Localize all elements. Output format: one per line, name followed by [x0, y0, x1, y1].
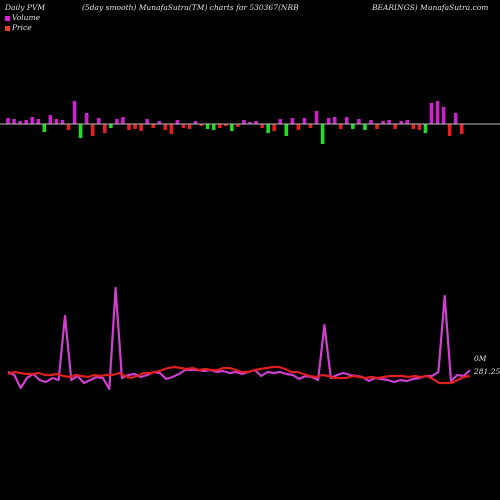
volume-bar: [103, 124, 107, 133]
volume-bar: [6, 118, 10, 124]
volume-bar: [393, 124, 397, 129]
legend-volume: Volume: [5, 13, 40, 22]
volume-bar: [84, 113, 89, 124]
volume-bar: [411, 124, 416, 129]
volume-bar: [387, 120, 391, 124]
volume-bar: [224, 124, 228, 126]
volume-bar: [205, 124, 210, 129]
volume-bar: [429, 103, 434, 124]
volume-bar: [187, 124, 192, 129]
volume-bar: [175, 120, 180, 124]
volume-bar: [163, 124, 168, 130]
volume-line: [7, 286, 471, 391]
volume-bar: [357, 119, 361, 124]
volume-bar: [181, 124, 186, 128]
volume-bar: [18, 121, 22, 124]
volume-bar: [217, 124, 222, 128]
volume-axis-label: 0M: [474, 354, 487, 363]
volume-bar: [272, 124, 276, 131]
volume-bar: [72, 101, 77, 124]
volume-bar: [453, 113, 458, 124]
volume-bar: [290, 118, 295, 124]
volume-bar: [381, 121, 385, 124]
volume-bar: [278, 119, 283, 124]
volume-swatch-icon: [5, 15, 10, 21]
volume-bar: [36, 119, 41, 124]
volume-bar: [60, 120, 65, 124]
volume-bar: [169, 124, 174, 134]
volume-bar: [459, 124, 464, 134]
volume-bar: [78, 124, 83, 138]
price-swatch-icon: [5, 25, 10, 31]
volume-bar: [338, 124, 343, 129]
volume-bar: [127, 124, 131, 130]
volume-bar: [326, 118, 331, 124]
chart-title-right1: (NRB: [278, 3, 299, 12]
volume-bar: [405, 120, 410, 124]
volume-bar: [90, 124, 95, 136]
volume-bar: [151, 124, 155, 128]
price-line: [7, 365, 471, 385]
legend-volume-label: Volume: [12, 13, 41, 22]
volume-bar: [211, 124, 216, 130]
volume-bar: [423, 124, 428, 133]
volume-bar: [30, 117, 34, 124]
volume-bar: [109, 124, 113, 128]
volume-bar: [139, 124, 143, 131]
volume-bar: [115, 119, 119, 124]
volume-bar: [320, 124, 325, 144]
volume-bar: [12, 119, 16, 124]
volume-bar: [242, 120, 246, 124]
volume-bar: [236, 124, 240, 127]
volume-bar: [375, 124, 379, 129]
volume-bar: [332, 117, 337, 124]
chart-title-right2: BEARINGS) MunafaSutra.com: [372, 3, 489, 12]
volume-bar: [260, 124, 264, 128]
volume-bar: [199, 124, 204, 126]
volume-bar: [66, 124, 71, 130]
volume-bar: [96, 118, 101, 124]
volume-bar: [42, 124, 47, 132]
volume-bar: [314, 111, 319, 124]
legend-price: Price: [5, 23, 32, 32]
volume-bar: [441, 107, 446, 124]
volume-bar: [248, 122, 252, 124]
volume-bar: [193, 121, 198, 124]
volume-bar: [24, 120, 28, 124]
volume-bar: [230, 124, 234, 131]
volume-bar: [345, 117, 349, 124]
legend-price-label: Price: [12, 23, 32, 32]
volume-bar: [447, 124, 452, 136]
price-axis-label: 281.25: [473, 367, 500, 376]
volume-bar: [157, 121, 162, 124]
volume-bars: [6, 101, 464, 144]
volume-bar: [145, 119, 149, 124]
chart-title-mid: (5day smooth) MunafaSutra(TM) charts for…: [82, 3, 278, 12]
volume-bar: [266, 124, 270, 133]
volume-bar: [48, 115, 53, 124]
volume-bar: [121, 117, 125, 124]
volume-bar: [308, 124, 313, 128]
volume-bar: [284, 124, 289, 136]
volume-bar: [296, 124, 301, 130]
volume-bar: [369, 120, 373, 124]
volume-bar: [435, 101, 440, 124]
volume-bar: [302, 118, 307, 124]
volume-bar: [363, 124, 367, 130]
volume-bar: [54, 119, 59, 124]
volume-bar: [254, 121, 258, 124]
volume-bar: [133, 124, 137, 129]
volume-bar: [399, 121, 404, 124]
chart-title-left: Daily PVM: [5, 3, 46, 12]
volume-bar: [351, 124, 355, 129]
volume-bar: [417, 124, 422, 130]
